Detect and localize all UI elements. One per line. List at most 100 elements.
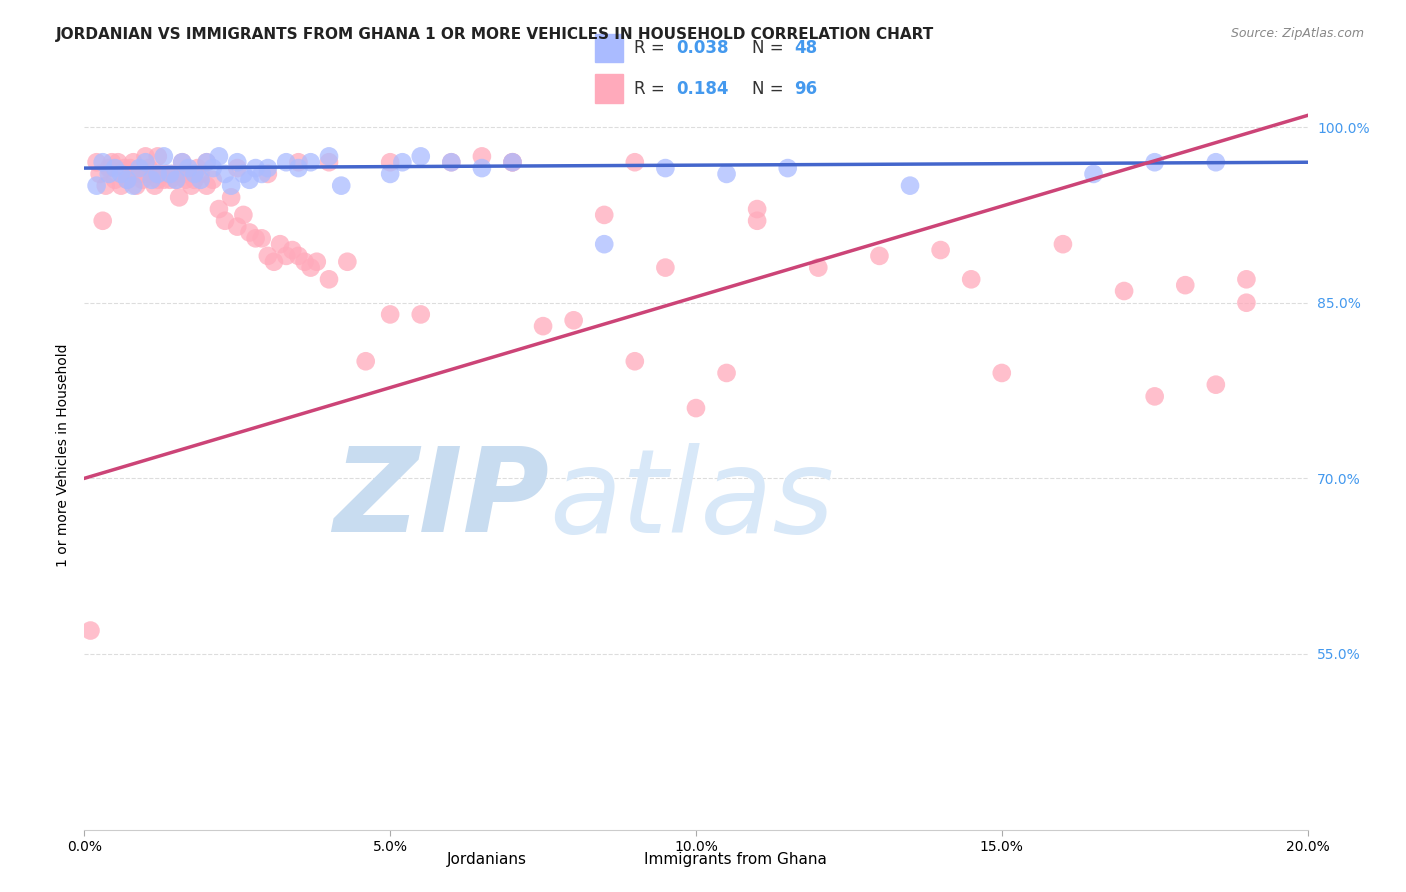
Point bbox=[747, 213, 769, 227]
Point bbox=[471, 161, 494, 175]
Point bbox=[135, 155, 157, 169]
Point bbox=[294, 254, 316, 268]
Text: JORDANIAN VS IMMIGRANTS FROM GHANA 1 OR MORE VEHICLES IN HOUSEHOLD CORRELATION C: JORDANIAN VS IMMIGRANTS FROM GHANA 1 OR … bbox=[56, 27, 935, 42]
FancyBboxPatch shape bbox=[595, 34, 623, 62]
Point bbox=[471, 149, 494, 163]
Point bbox=[214, 167, 236, 181]
Point bbox=[115, 173, 138, 187]
Point bbox=[226, 155, 249, 169]
Point bbox=[183, 173, 205, 187]
Point bbox=[149, 167, 172, 181]
Point bbox=[232, 167, 254, 181]
Point bbox=[122, 178, 145, 193]
Point bbox=[502, 155, 524, 169]
Point bbox=[380, 167, 402, 181]
Point bbox=[593, 208, 616, 222]
Point bbox=[172, 167, 194, 181]
Text: 0.184: 0.184 bbox=[676, 79, 728, 97]
Point bbox=[143, 178, 166, 193]
Point bbox=[330, 178, 353, 193]
Point bbox=[960, 272, 983, 286]
Point bbox=[97, 161, 120, 175]
Point bbox=[1174, 278, 1197, 293]
Point bbox=[269, 237, 291, 252]
Point bbox=[318, 272, 340, 286]
Text: Source: ZipAtlas.com: Source: ZipAtlas.com bbox=[1230, 27, 1364, 40]
Point bbox=[299, 155, 322, 169]
Point bbox=[107, 155, 129, 169]
Point bbox=[354, 354, 377, 368]
Text: R =: R = bbox=[634, 79, 671, 97]
Point bbox=[624, 155, 647, 169]
Point bbox=[174, 173, 197, 187]
Point bbox=[86, 178, 108, 193]
Point bbox=[165, 173, 187, 187]
Point bbox=[180, 178, 202, 193]
Point bbox=[1083, 167, 1105, 181]
Point bbox=[146, 149, 169, 163]
Point bbox=[287, 155, 309, 169]
Point bbox=[219, 190, 242, 204]
Point bbox=[190, 167, 212, 181]
Text: R =: R = bbox=[634, 39, 671, 57]
Point bbox=[79, 624, 101, 638]
Point bbox=[391, 155, 413, 169]
Text: atlas: atlas bbox=[550, 442, 834, 557]
Point bbox=[318, 149, 340, 163]
Point bbox=[257, 249, 280, 263]
Text: 96: 96 bbox=[794, 79, 817, 97]
Point bbox=[162, 167, 184, 181]
Point bbox=[409, 307, 432, 322]
Point bbox=[380, 307, 402, 322]
Point bbox=[97, 167, 120, 181]
Point bbox=[318, 155, 340, 169]
Point bbox=[502, 155, 524, 169]
Point bbox=[1236, 295, 1258, 310]
Point bbox=[208, 149, 231, 163]
Point bbox=[165, 173, 187, 187]
Text: ZIP: ZIP bbox=[333, 442, 550, 558]
Point bbox=[214, 213, 236, 227]
Point bbox=[195, 155, 218, 169]
Point bbox=[89, 167, 111, 181]
Text: Jordanians: Jordanians bbox=[447, 853, 527, 867]
Point bbox=[156, 167, 179, 181]
Point bbox=[276, 155, 298, 169]
Text: N =: N = bbox=[752, 79, 789, 97]
Point bbox=[172, 155, 194, 169]
Point bbox=[250, 231, 273, 245]
Point bbox=[287, 161, 309, 175]
Point bbox=[125, 178, 148, 193]
Point bbox=[153, 149, 176, 163]
Point bbox=[991, 366, 1014, 380]
Point bbox=[1052, 237, 1074, 252]
Point bbox=[110, 167, 132, 181]
Point bbox=[201, 161, 224, 175]
Point bbox=[128, 167, 150, 181]
Point bbox=[624, 354, 647, 368]
Text: 0.038: 0.038 bbox=[676, 39, 728, 57]
Point bbox=[141, 173, 163, 187]
Point bbox=[195, 178, 218, 193]
Point bbox=[190, 173, 212, 187]
Point bbox=[263, 254, 285, 268]
Point bbox=[305, 254, 328, 268]
Point bbox=[716, 167, 738, 181]
Point bbox=[869, 249, 891, 263]
Point bbox=[807, 260, 830, 275]
Point bbox=[226, 161, 249, 175]
Text: Immigrants from Ghana: Immigrants from Ghana bbox=[644, 853, 827, 867]
Point bbox=[115, 173, 138, 187]
Point bbox=[201, 173, 224, 187]
Point bbox=[101, 155, 124, 169]
Point bbox=[776, 161, 799, 175]
Point bbox=[440, 155, 463, 169]
Point bbox=[276, 249, 298, 263]
Point bbox=[167, 190, 190, 204]
Point bbox=[120, 161, 142, 175]
Point bbox=[186, 161, 208, 175]
Point bbox=[146, 173, 169, 187]
Point bbox=[336, 254, 359, 268]
Point bbox=[91, 213, 114, 227]
Point bbox=[562, 313, 585, 327]
